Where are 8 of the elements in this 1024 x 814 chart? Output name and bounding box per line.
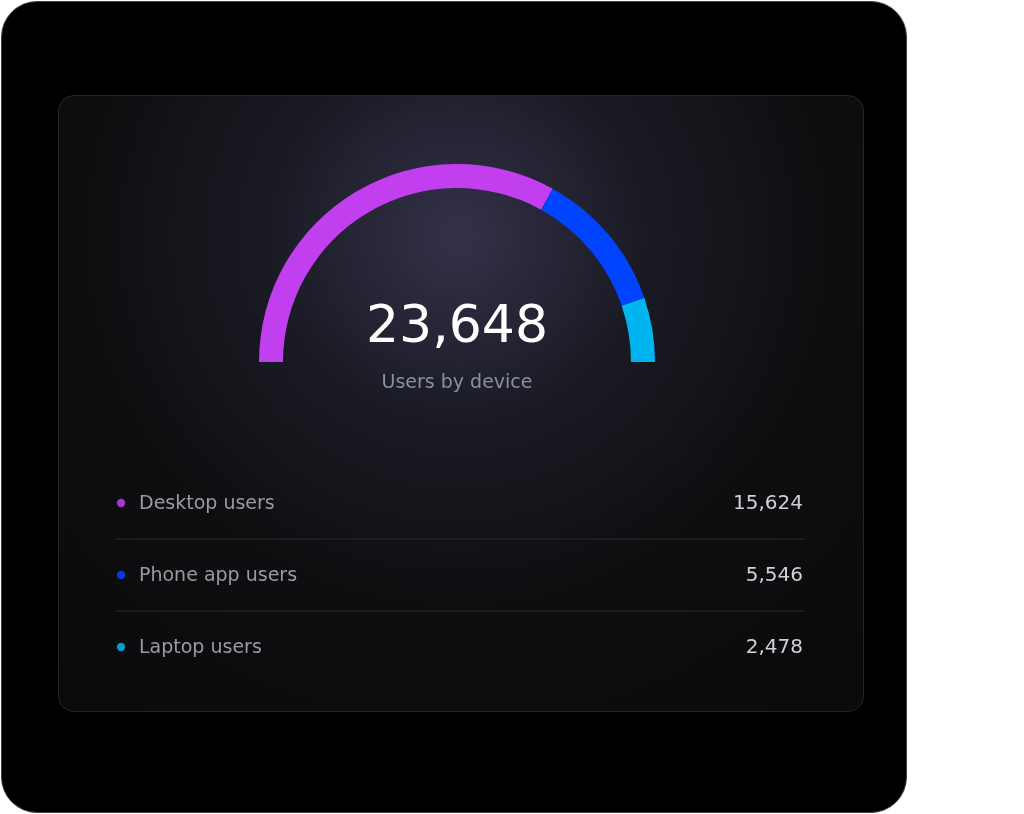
text: 23,648	[366, 294, 548, 354]
data-label: 15,624	[733, 490, 803, 514]
data-label: 5,546	[745, 562, 803, 586]
data-label: 2,478	[745, 634, 803, 658]
legend-label: Desktop users	[139, 491, 275, 513]
legend-label: Laptop users	[139, 635, 262, 657]
legend-label: Phone app users	[139, 563, 298, 585]
text: Users by device	[381, 370, 533, 392]
